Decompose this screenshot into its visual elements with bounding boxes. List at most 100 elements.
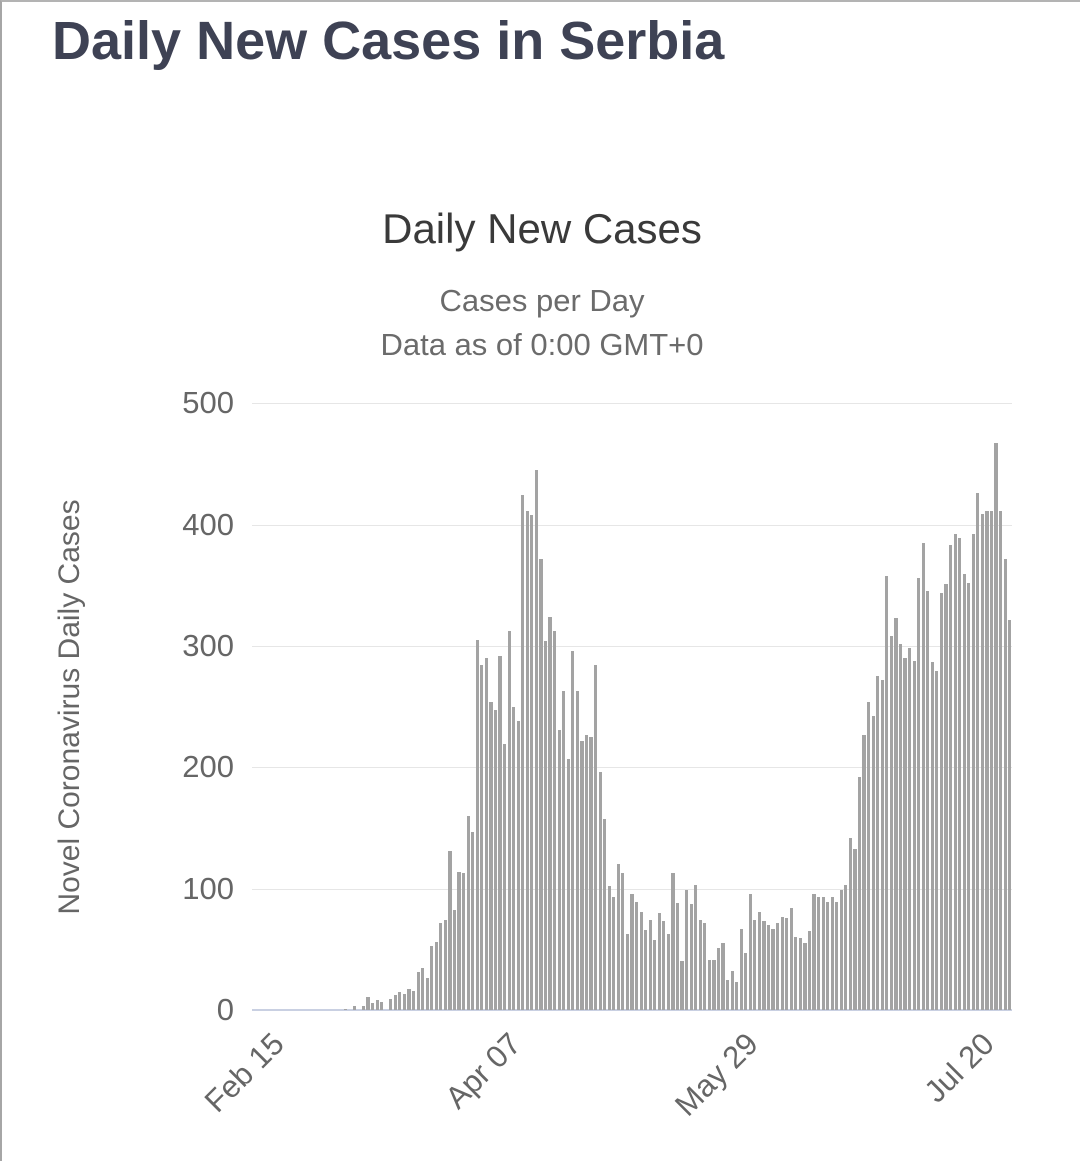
bar[interactable] xyxy=(621,872,625,1010)
bar[interactable] xyxy=(593,665,598,1010)
bar[interactable] xyxy=(430,945,434,1010)
bar[interactable] xyxy=(948,545,953,1010)
bar[interactable] xyxy=(575,690,579,1010)
bar[interactable] xyxy=(553,631,557,1010)
bar[interactable] xyxy=(530,514,534,1010)
bar[interactable] xyxy=(361,1006,366,1010)
bar[interactable] xyxy=(666,933,670,1010)
bar[interactable] xyxy=(512,706,516,1010)
bar[interactable] xyxy=(716,948,721,1010)
bar[interactable] xyxy=(644,929,648,1010)
bar[interactable] xyxy=(930,661,934,1010)
bar[interactable] xyxy=(493,710,498,1010)
bar[interactable] xyxy=(589,736,593,1010)
bar[interactable] xyxy=(958,537,962,1010)
bar[interactable] xyxy=(421,967,425,1010)
bar[interactable] xyxy=(876,676,880,1010)
bar[interactable] xyxy=(908,648,912,1010)
bar[interactable] xyxy=(648,920,652,1010)
bar[interactable] xyxy=(848,837,853,1010)
bar[interactable] xyxy=(766,925,771,1010)
bar[interactable] xyxy=(994,443,998,1010)
bar[interactable] xyxy=(889,636,893,1010)
bar[interactable] xyxy=(502,744,507,1010)
bar[interactable] xyxy=(639,911,643,1010)
bar[interactable] xyxy=(844,885,848,1010)
bar[interactable] xyxy=(853,848,857,1010)
bar[interactable] xyxy=(671,872,675,1010)
bar[interactable] xyxy=(662,921,666,1010)
bar[interactable] xyxy=(625,933,630,1010)
bar[interactable] xyxy=(980,513,984,1010)
bar[interactable] xyxy=(689,904,693,1010)
bar[interactable] xyxy=(753,920,757,1010)
bar[interactable] xyxy=(826,901,830,1010)
bar[interactable] xyxy=(612,897,616,1010)
bar[interactable] xyxy=(516,721,520,1010)
bar[interactable] xyxy=(921,542,925,1010)
bar[interactable] xyxy=(443,920,447,1010)
bar[interactable] xyxy=(898,643,903,1010)
bar[interactable] xyxy=(776,922,780,1010)
bar[interactable] xyxy=(757,911,761,1010)
bar[interactable] xyxy=(962,574,966,1010)
bar[interactable] xyxy=(735,982,739,1010)
bar[interactable] xyxy=(466,815,470,1010)
bar[interactable] xyxy=(912,660,916,1010)
bar[interactable] xyxy=(798,938,802,1010)
bar[interactable] xyxy=(571,650,575,1010)
bar[interactable] xyxy=(867,701,871,1010)
bar[interactable] xyxy=(944,584,948,1010)
bar[interactable] xyxy=(607,886,611,1010)
bar[interactable] xyxy=(976,493,980,1010)
bar[interactable] xyxy=(507,631,511,1010)
bar[interactable] xyxy=(389,999,393,1010)
bar[interactable] xyxy=(525,511,529,1010)
bar[interactable] xyxy=(534,469,539,1010)
bar[interactable] xyxy=(498,655,502,1010)
bar[interactable] xyxy=(903,658,907,1010)
bar[interactable] xyxy=(862,734,866,1010)
bar[interactable] xyxy=(471,831,475,1010)
bar[interactable] xyxy=(457,871,461,1010)
bar[interactable] xyxy=(475,639,479,1010)
bar[interactable] xyxy=(794,937,798,1010)
bar[interactable] xyxy=(343,1008,347,1010)
bar[interactable] xyxy=(562,690,566,1010)
bar[interactable] xyxy=(739,928,743,1010)
bar[interactable] xyxy=(989,511,994,1010)
bar[interactable] xyxy=(393,995,397,1010)
bar[interactable] xyxy=(480,665,484,1010)
bar[interactable] xyxy=(935,671,939,1010)
bar[interactable] xyxy=(807,931,812,1010)
bar[interactable] xyxy=(816,897,821,1010)
bar[interactable] xyxy=(657,912,661,1010)
bar[interactable] xyxy=(370,1002,375,1010)
bar[interactable] xyxy=(439,922,443,1010)
bar[interactable] xyxy=(748,893,752,1010)
bar[interactable] xyxy=(999,511,1003,1010)
bar[interactable] xyxy=(616,864,620,1010)
bar[interactable] xyxy=(489,701,493,1010)
bar[interactable] xyxy=(398,991,402,1010)
bar[interactable] xyxy=(411,990,416,1010)
bar[interactable] xyxy=(366,996,370,1010)
bar[interactable] xyxy=(653,939,657,1010)
bar[interactable] xyxy=(712,960,716,1010)
bar[interactable] xyxy=(452,910,457,1010)
bar[interactable] xyxy=(721,943,725,1010)
bar[interactable] xyxy=(812,893,816,1010)
bar[interactable] xyxy=(352,1006,356,1010)
bar[interactable] xyxy=(462,872,466,1010)
bar[interactable] xyxy=(835,901,839,1010)
bar[interactable] xyxy=(917,577,921,1010)
bar[interactable] xyxy=(416,972,420,1010)
bar[interactable] xyxy=(985,511,989,1010)
bar[interactable] xyxy=(803,943,807,1010)
bar[interactable] xyxy=(1003,558,1007,1010)
bar[interactable] xyxy=(857,777,862,1010)
bar[interactable] xyxy=(780,916,784,1010)
bar[interactable] xyxy=(785,917,789,1010)
bar[interactable] xyxy=(584,734,589,1010)
bar[interactable] xyxy=(603,819,607,1010)
